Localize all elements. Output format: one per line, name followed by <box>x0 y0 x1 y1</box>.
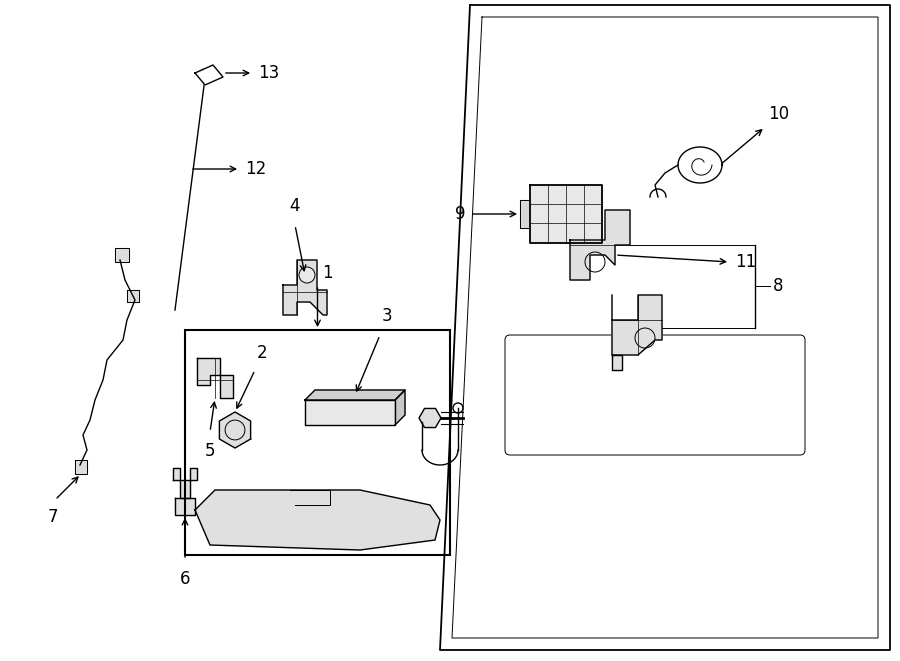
Polygon shape <box>127 290 139 302</box>
Polygon shape <box>530 185 602 243</box>
Text: 11: 11 <box>735 253 756 271</box>
Text: 10: 10 <box>768 105 789 123</box>
Bar <box>185 330 450 555</box>
Polygon shape <box>197 358 233 398</box>
Polygon shape <box>173 468 197 498</box>
Text: 4: 4 <box>290 197 301 215</box>
Polygon shape <box>115 248 129 262</box>
Polygon shape <box>395 390 405 425</box>
Polygon shape <box>612 355 622 370</box>
Text: 8: 8 <box>773 277 784 295</box>
Polygon shape <box>305 400 395 425</box>
Circle shape <box>299 267 315 283</box>
Text: 13: 13 <box>258 64 279 82</box>
Text: 1: 1 <box>322 264 333 282</box>
Polygon shape <box>220 412 250 448</box>
Polygon shape <box>520 200 530 228</box>
Polygon shape <box>283 260 327 315</box>
Text: 12: 12 <box>245 160 266 178</box>
Text: 2: 2 <box>257 344 267 362</box>
Polygon shape <box>612 295 662 355</box>
Polygon shape <box>195 490 440 550</box>
Text: 5: 5 <box>205 442 215 460</box>
Text: 3: 3 <box>382 307 392 325</box>
Polygon shape <box>570 210 630 280</box>
Polygon shape <box>305 390 405 400</box>
Text: 9: 9 <box>454 205 465 223</box>
Polygon shape <box>419 408 441 428</box>
Text: 7: 7 <box>48 508 58 526</box>
Text: 6: 6 <box>180 570 190 588</box>
Polygon shape <box>75 460 87 474</box>
Polygon shape <box>195 65 223 85</box>
Polygon shape <box>175 498 195 515</box>
